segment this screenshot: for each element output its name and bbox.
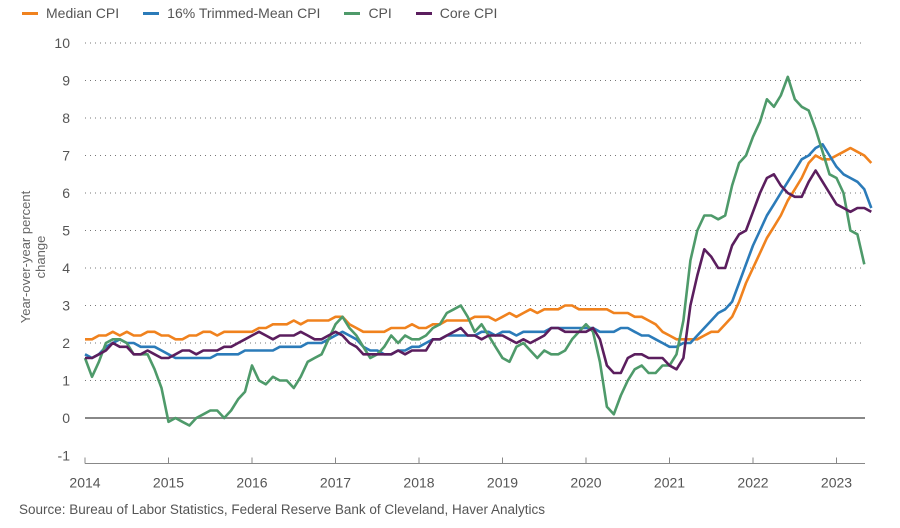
legend-label: 16% Trimmed-Mean CPI [167,5,321,21]
legend-label: Median CPI [46,5,120,21]
y-tick-label: 0 [62,410,70,426]
legend-swatch [344,11,361,15]
y-tick-label: 2 [62,335,70,351]
series-line-16-trimmed-mean-cpi [84,143,873,360]
y-tick-label: 1 [62,373,70,389]
x-tick-label: 2022 [737,475,768,491]
y-tick-label: 8 [62,110,70,126]
x-axis: 2014 2015 2016 2017 2018 2019 2020 2021 2022 2023 [69,457,865,491]
legend-item-trimmed-mean-cpi[interactable]: 16% Trimmed-Mean CPI [143,5,320,21]
legend-swatch [415,11,432,15]
x-tick-label: 2023 [821,475,852,491]
chart-legend: Median CPI 16% Trimmed-Mean CPI CPI Core… [22,5,497,21]
x-tick-label: 2019 [487,475,518,491]
x-tick-label: 2015 [153,475,184,491]
y-tick-label: 6 [62,185,70,201]
y-tick-label: 5 [62,223,70,239]
x-tick-label: 2017 [320,475,351,491]
y-tick-label: 4 [62,260,70,276]
legend-label: Core CPI [439,5,498,21]
gridlines [85,42,865,419]
x-tick-label: 2021 [654,475,685,491]
x-tick-label: 2020 [570,475,601,491]
series-lines [83,75,873,427]
y-tick-label: 7 [62,148,70,164]
series-line-cpi [83,75,866,427]
x-tick-label: 2016 [236,475,267,491]
legend-item-median-cpi[interactable]: Median CPI [22,5,119,21]
legend-swatch [143,11,160,15]
series-line-core-cpi [85,169,872,375]
y-tick-label: -1 [58,448,71,464]
y-tick-label: 10 [54,35,70,51]
y-axis-label: Year-over-year percent change [18,190,48,324]
legend-item-cpi[interactable]: CPI [344,5,392,21]
legend-swatch [22,11,38,15]
series-line-median-cpi [85,146,873,341]
source-note: Source: Bureau of Labor Statistics, Fede… [19,502,546,517]
legend-label: CPI [368,5,392,21]
legend-item-core-cpi[interactable]: Core CPI [415,5,498,21]
y-tick-label: 9 [62,73,70,89]
y-tick-label: 3 [62,298,70,314]
x-tick-label: 2018 [403,475,434,491]
y-axis-ticks: -1 0 1 2 3 4 5 6 7 8 9 10 [54,35,70,464]
x-tick-label: 2014 [69,475,100,491]
